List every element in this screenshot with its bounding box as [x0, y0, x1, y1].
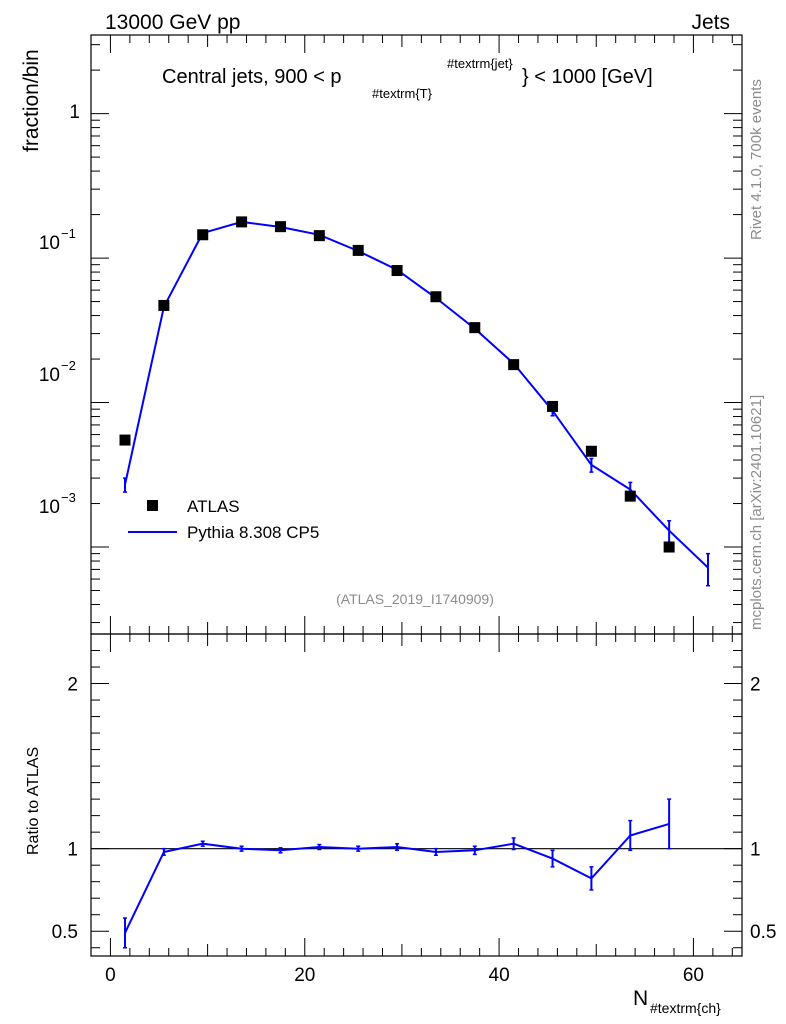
- plot-title-subscript: #textrm{T}: [372, 86, 433, 101]
- main-y-tick-labels: 1 10 −1 10 −2 10 −3: [39, 102, 80, 518]
- pythia-line: [124, 220, 709, 569]
- xtick-label: 0: [105, 965, 116, 986]
- legend-label-atlas: ATLAS: [187, 497, 240, 516]
- atlas-data-point: [430, 291, 442, 303]
- legend-label-pythia: Pythia 8.308 CP5: [187, 523, 319, 542]
- atlas-data-point: [197, 229, 209, 241]
- ratio-ytick-label-right: 0.5: [750, 922, 776, 943]
- atlas-data-point: [236, 216, 248, 228]
- ratio-line: [124, 822, 670, 934]
- plot-title-superscript: #textrm{jet}: [447, 56, 513, 71]
- ytick-exp-1e-2: −2: [61, 358, 76, 373]
- ratio-plot-frame: [90, 633, 743, 957]
- header-right-label: Jets: [691, 11, 730, 34]
- ratio-ytick-label-left: 2: [67, 675, 78, 696]
- header-left-label: 13000 GeV pp: [105, 11, 240, 34]
- rivet-version-label: Rivet 4.1.0, 700k events: [748, 79, 765, 240]
- main-ylabel: fraction/bin: [20, 49, 43, 152]
- ytick-exp-1e-1: −1: [61, 226, 76, 241]
- atlas-data-point: [391, 265, 403, 277]
- ratio-ytick-label-left: 0.5: [52, 922, 78, 943]
- main-plot-frame: [90, 34, 743, 635]
- ytick-label-1e-1: 10: [39, 233, 60, 254]
- atlas-data-point: [313, 230, 325, 242]
- plot-title-main: Central jets, 900 < p: [162, 66, 342, 88]
- atlas-data-point: [119, 434, 131, 446]
- atlas-data-point: [352, 244, 364, 256]
- xlabel-subscript: #textrm{ch}: [650, 1000, 721, 1016]
- xtick-label: 60: [683, 965, 704, 986]
- legend-marker-atlas: [147, 500, 158, 511]
- xlabel: N: [633, 987, 648, 1010]
- ratio-series-layer: [91, 798, 742, 949]
- atlas-data-point: [469, 322, 481, 334]
- main-axis-ticks: [91, 35, 742, 634]
- legend: ATLAS Pythia 8.308 CP5: [128, 497, 319, 542]
- analysis-id-watermark: (ATLAS_2019_I1740909): [336, 591, 494, 607]
- ratio-axis-ticks: [91, 633, 742, 956]
- ratio-ytick-label-left: 1: [67, 840, 78, 861]
- atlas-data-point: [158, 299, 170, 311]
- mcplots-label: mcplots.cern.ch [arXiv:2401.10621]: [748, 395, 765, 630]
- ratio-tick-labels: 0.5 0.51 12 20 20 40 60: [52, 675, 777, 986]
- xtick-label: 20: [294, 965, 315, 986]
- ratio-ytick-label-right: 2: [750, 675, 761, 696]
- atlas-data-point: [663, 541, 675, 553]
- ratio-ytick-label-right: 1: [750, 840, 761, 861]
- ytick-label-1: 1: [69, 102, 80, 123]
- atlas-data-point: [547, 400, 559, 412]
- ytick-label-1e-2: 10: [39, 365, 60, 386]
- ratio-ylabel: Ratio to ATLAS: [25, 747, 42, 855]
- atlas-data-point: [274, 221, 286, 233]
- plot-title: Central jets, 900 < p #textrm{T} #textrm…: [162, 56, 653, 101]
- xtick-label: 40: [489, 965, 510, 986]
- plot-title-end: } < 1000 [GeV]: [522, 66, 653, 88]
- ytick-exp-1e-3: −3: [61, 490, 76, 505]
- atlas-data-point: [624, 490, 636, 502]
- ytick-label-1e-3: 10: [39, 497, 60, 518]
- atlas-data-point: [585, 445, 597, 457]
- atlas-data-point: [508, 359, 520, 371]
- main-series-layer: [119, 216, 710, 587]
